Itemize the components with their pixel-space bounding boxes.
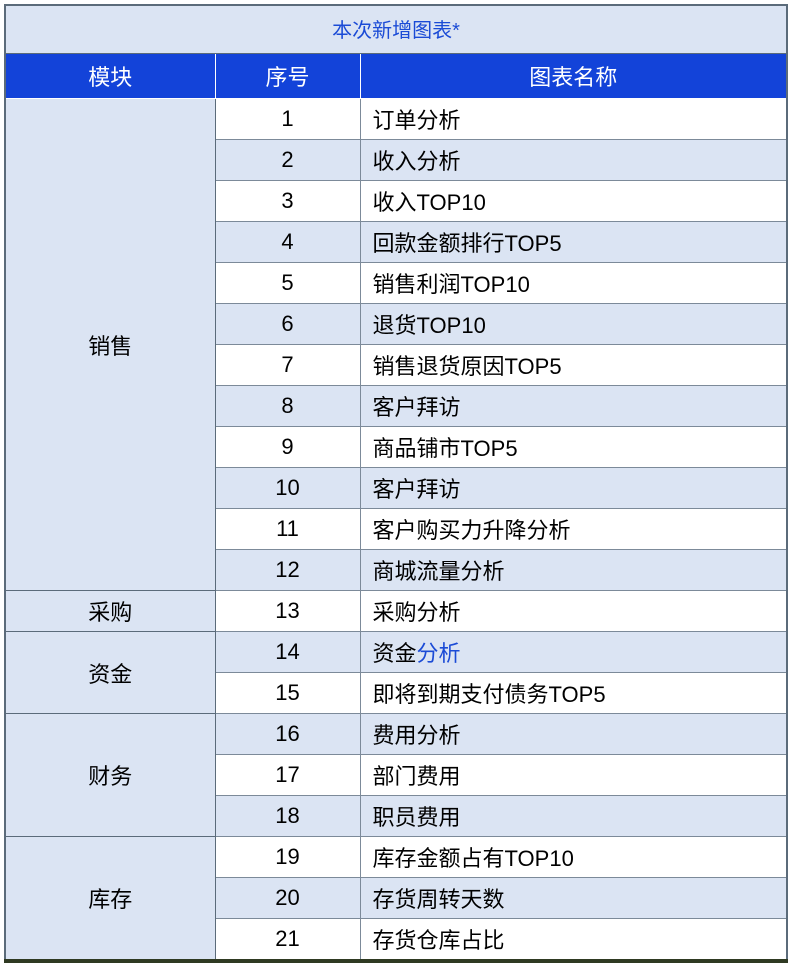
name-cell: 费用分析 [360,714,787,755]
name-cell: 商品铺市TOP5 [360,427,787,468]
header-seq: 序号 [215,54,360,99]
seq-cell: 12 [215,550,360,591]
name-cell: 存货仓库占比 [360,919,787,962]
name-cell: 采购分析 [360,591,787,632]
name-cell: 客户拜访 [360,386,787,427]
chart-list-table: 本次新增图表*模块序号图表名称销售1订单分析2收入分析3收入TOP104回款金额… [4,4,788,963]
header-module: 模块 [5,54,215,99]
module-cell: 采购 [5,591,215,632]
name-cell: 销售利润TOP10 [360,263,787,304]
table-header-row: 模块序号图表名称 [5,54,787,99]
module-cell: 资金 [5,632,215,714]
name-cell: 回款金额排行TOP5 [360,222,787,263]
name-cell: 订单分析 [360,99,787,140]
seq-cell: 2 [215,140,360,181]
seq-cell: 7 [215,345,360,386]
module-cell: 财务 [5,714,215,837]
name-cell: 商城流量分析 [360,550,787,591]
seq-cell: 5 [215,263,360,304]
seq-cell: 18 [215,796,360,837]
name-cell: 存货周转天数 [360,878,787,919]
module-cell: 库存 [5,837,215,962]
seq-cell: 9 [215,427,360,468]
name-cell: 库存金额占有TOP10 [360,837,787,878]
name-cell: 即将到期支付债务TOP5 [360,673,787,714]
table-title-row: 本次新增图表* [5,5,787,54]
seq-cell: 8 [215,386,360,427]
name-cell: 退货TOP10 [360,304,787,345]
table-row: 财务16费用分析 [5,714,787,755]
name-cell: 职员费用 [360,796,787,837]
seq-cell: 21 [215,919,360,962]
seq-cell: 17 [215,755,360,796]
name-part: 分析 [417,641,461,666]
header-name: 图表名称 [360,54,787,99]
seq-cell: 4 [215,222,360,263]
name-part: 资金 [373,641,417,666]
seq-cell: 16 [215,714,360,755]
seq-cell: 6 [215,304,360,345]
seq-cell: 14 [215,632,360,673]
seq-cell: 3 [215,181,360,222]
name-cell: 客户拜访 [360,468,787,509]
name-cell: 收入TOP10 [360,181,787,222]
name-cell: 客户购买力升降分析 [360,509,787,550]
seq-cell: 20 [215,878,360,919]
name-cell: 资金分析 [360,632,787,673]
table-row: 库存19库存金额占有TOP10 [5,837,787,878]
seq-cell: 1 [215,99,360,140]
seq-cell: 15 [215,673,360,714]
seq-cell: 13 [215,591,360,632]
table-row: 销售1订单分析 [5,99,787,140]
table-title: 本次新增图表* [5,5,787,54]
name-cell: 销售退货原因TOP5 [360,345,787,386]
seq-cell: 19 [215,837,360,878]
table-row: 采购13采购分析 [5,591,787,632]
module-cell: 销售 [5,99,215,591]
name-cell: 部门费用 [360,755,787,796]
seq-cell: 10 [215,468,360,509]
seq-cell: 11 [215,509,360,550]
name-cell: 收入分析 [360,140,787,181]
table-row: 资金 14资金分析 [5,632,787,673]
